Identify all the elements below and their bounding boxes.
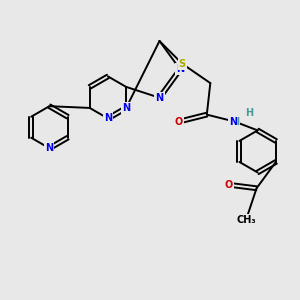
- Text: O: O: [224, 180, 233, 190]
- Text: H: H: [231, 117, 239, 127]
- Text: N: N: [104, 113, 112, 124]
- Text: O: O: [175, 117, 183, 127]
- Text: H: H: [245, 108, 253, 118]
- Text: CH₃: CH₃: [236, 215, 256, 225]
- Text: N: N: [122, 103, 130, 113]
- Text: N: N: [229, 117, 237, 127]
- Text: N: N: [176, 64, 184, 74]
- Text: N: N: [155, 93, 164, 103]
- Text: N: N: [45, 143, 53, 153]
- Text: S: S: [179, 59, 186, 69]
